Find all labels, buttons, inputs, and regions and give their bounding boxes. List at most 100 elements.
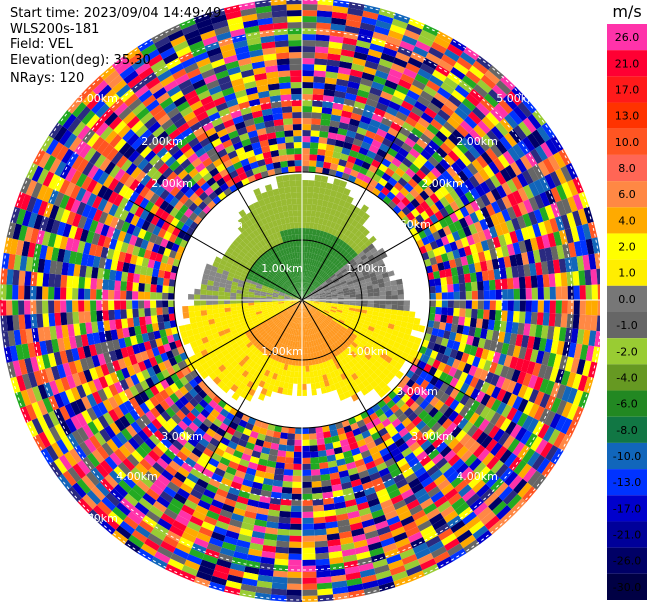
gate-cell	[302, 427, 310, 434]
gate-cell	[526, 250, 536, 265]
gate-cell	[202, 205, 212, 215]
gate-cell	[321, 336, 326, 343]
gate-cell	[260, 421, 269, 430]
gate-cell	[260, 263, 267, 270]
gate-cell	[30, 271, 38, 287]
gate-cell	[316, 344, 322, 352]
gate-cell	[501, 289, 508, 300]
gate-cell	[154, 382, 165, 393]
gate-cell	[245, 319, 253, 325]
gate-cell	[553, 152, 566, 169]
gate-cell	[429, 292, 436, 300]
gate-cell	[285, 304, 292, 308]
gate-cell	[325, 521, 338, 529]
gate-cell	[31, 198, 43, 215]
gate-cell	[42, 300, 49, 314]
gate-cell	[313, 82, 325, 90]
gate-cell	[288, 559, 302, 566]
gate-cell	[528, 388, 540, 404]
gate-cell	[255, 5, 272, 14]
gate-cell	[415, 169, 427, 180]
gate-cell	[278, 303, 285, 307]
gate-cell	[123, 388, 134, 400]
gate-cell	[283, 363, 289, 371]
gate-cell	[45, 445, 59, 462]
gate-cell	[317, 325, 322, 332]
gate-cell	[423, 160, 435, 172]
gate-cell	[324, 77, 338, 85]
gate-cell	[371, 477, 384, 487]
gate-cell	[276, 540, 290, 548]
gate-cell	[151, 170, 163, 182]
gate-cell	[191, 432, 203, 443]
gate-cell	[126, 223, 136, 235]
gate-cell	[201, 521, 216, 532]
gate-cell	[290, 365, 296, 372]
gate-cell	[183, 382, 194, 392]
gate-cell	[249, 286, 256, 291]
gate-cell	[307, 301, 314, 305]
gate-cell	[310, 340, 315, 347]
gate-cell	[435, 146, 448, 159]
gate-cell	[490, 398, 502, 412]
gate-cell	[351, 341, 358, 349]
gate-cell	[219, 168, 229, 178]
gate-cell	[249, 161, 259, 170]
gate-cell	[380, 90, 394, 101]
gate-cell	[188, 167, 199, 179]
gate-cell	[332, 5, 349, 14]
gate-cell	[415, 214, 425, 224]
gate-cell	[344, 319, 352, 325]
gate-cell	[341, 43, 357, 52]
gate-cell	[319, 301, 326, 304]
gate-cell	[358, 507, 372, 517]
gate-cell	[168, 341, 177, 351]
gate-cell	[391, 157, 402, 168]
gate-cell	[252, 363, 260, 371]
gate-cell	[217, 75, 231, 86]
gate-cell	[206, 309, 214, 316]
gate-cell	[319, 130, 329, 139]
gate-cell	[157, 245, 166, 255]
gate-cell	[215, 488, 229, 498]
gate-cell	[286, 4, 302, 11]
gate-cell	[208, 52, 224, 63]
gate-cell	[356, 419, 366, 428]
gate-cell	[511, 369, 521, 383]
gate-cell	[325, 71, 338, 79]
gate-cell	[476, 431, 489, 445]
gate-cell	[223, 471, 235, 482]
gate-cell	[288, 46, 302, 53]
gate-cell	[144, 307, 151, 317]
gate-cell	[327, 132, 338, 140]
gate-cell	[256, 312, 263, 318]
gate-cell	[444, 99, 459, 112]
gate-cell	[434, 399, 445, 411]
gate-cell	[242, 293, 249, 298]
gate-cell	[114, 348, 124, 360]
gate-cell	[423, 227, 433, 237]
gate-cell	[57, 337, 66, 352]
gate-cell	[155, 371, 166, 382]
gate-cell	[275, 335, 281, 342]
gate-cell	[365, 460, 377, 470]
gate-cell	[157, 41, 174, 55]
gate-cell	[313, 313, 319, 319]
gate-cell	[243, 473, 255, 482]
gate-cell	[401, 417, 412, 428]
gate-cell	[292, 124, 302, 131]
gate-cell	[312, 94, 324, 102]
gate-cell	[291, 100, 302, 107]
gate-cell	[302, 76, 314, 83]
gate-cell	[231, 392, 240, 401]
gate-cell	[414, 337, 422, 346]
gate-cell	[150, 315, 158, 324]
gate-cell	[267, 307, 274, 312]
gate-cell	[506, 310, 514, 323]
gate-cell	[184, 456, 197, 468]
gate-cell	[344, 355, 352, 364]
gate-cell	[77, 346, 86, 360]
gate-cell	[331, 303, 338, 306]
gate-cell	[530, 312, 538, 325]
gate-cell	[302, 433, 310, 440]
